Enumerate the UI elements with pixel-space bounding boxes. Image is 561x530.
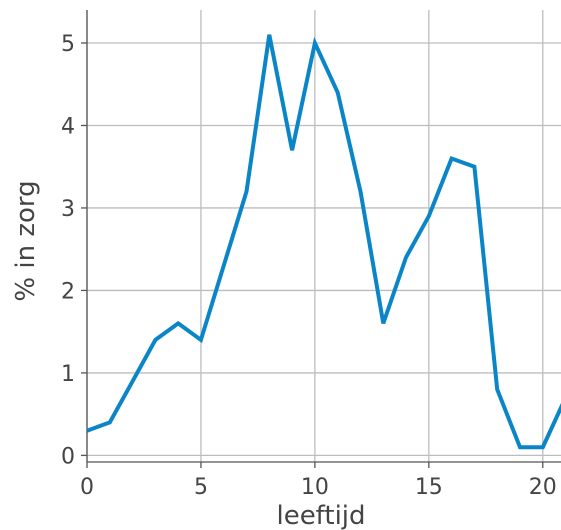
tick-labels: 0 5 10 15 20 0 1 2 3 4 5 bbox=[61, 32, 557, 500]
x-tick-label: 10 bbox=[301, 475, 329, 500]
x-axis-title: leeftijd bbox=[276, 501, 365, 530]
y-tick-label: 3 bbox=[61, 197, 75, 222]
x-tick-label: 5 bbox=[194, 475, 208, 500]
x-tick-label: 15 bbox=[415, 475, 443, 500]
data-series bbox=[87, 34, 561, 450]
y-tick-label: 0 bbox=[61, 444, 75, 469]
x-tick-label: 20 bbox=[529, 475, 557, 500]
y-tick-label: 4 bbox=[61, 114, 75, 139]
y-axis-title: % in zorg bbox=[11, 180, 41, 301]
series-line bbox=[87, 34, 561, 450]
grid-lines bbox=[86, 10, 561, 462]
x-tick-label: 0 bbox=[80, 475, 94, 500]
y-tick-label: 5 bbox=[61, 32, 75, 57]
y-tick-label: 2 bbox=[61, 279, 75, 304]
axes bbox=[81, 10, 561, 468]
y-tick-label: 1 bbox=[61, 362, 75, 387]
